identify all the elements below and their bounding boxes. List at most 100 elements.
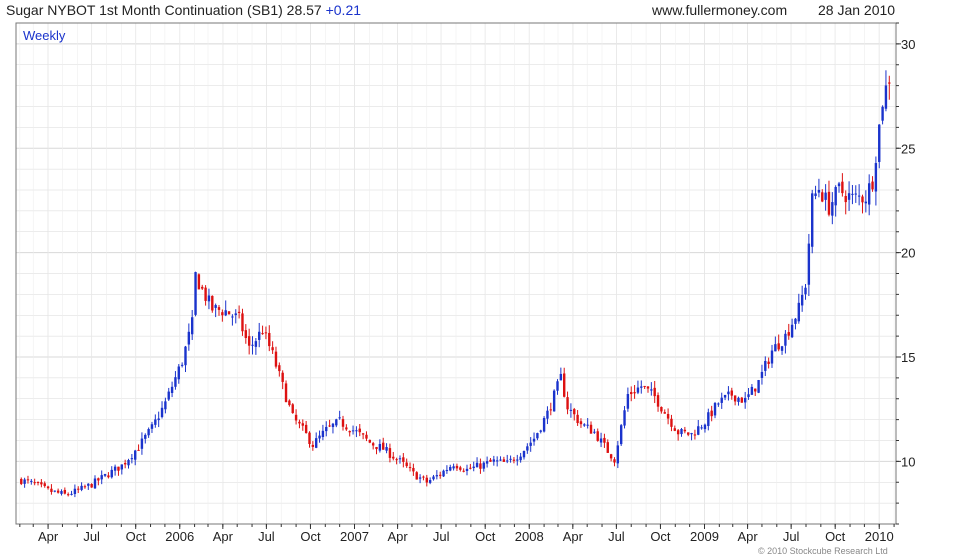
candle-up [526, 446, 529, 451]
candle-down [382, 442, 385, 450]
candle-up [747, 394, 750, 397]
candle-up [492, 459, 496, 462]
x-tick-label: Oct [650, 529, 671, 544]
candle-up [750, 386, 754, 395]
candle-down [687, 432, 690, 435]
candle-up [160, 407, 164, 418]
candle-up [713, 403, 717, 416]
candle-up [867, 183, 871, 205]
candle-down [787, 332, 790, 336]
candle-down [40, 482, 43, 485]
candle-up [847, 193, 851, 200]
candle-down [459, 467, 462, 470]
candle-down [653, 387, 656, 397]
candle-up [231, 316, 234, 318]
candle-down [204, 287, 207, 301]
candle-down [308, 432, 311, 444]
candle-up [552, 390, 556, 412]
candle-up [807, 243, 811, 285]
candle-down [284, 383, 288, 403]
candle-up [80, 485, 83, 490]
candle-down [549, 409, 552, 411]
candle-up [623, 410, 626, 426]
candle-up [516, 459, 519, 461]
candle-down [197, 274, 201, 290]
candle-up [140, 438, 144, 449]
candle-up [144, 434, 147, 439]
candle-up [351, 430, 355, 432]
candle-up [130, 458, 134, 460]
candle-up [254, 341, 258, 347]
candle-up [837, 183, 841, 187]
candle-up [626, 394, 630, 409]
candle-up [187, 331, 191, 345]
candle-up [546, 410, 549, 419]
x-tick-label: 2009 [690, 529, 719, 544]
candle-up [804, 287, 807, 295]
candle-up [432, 476, 435, 480]
candle-up [103, 473, 107, 476]
candle-down [402, 457, 405, 462]
candle-up [522, 450, 526, 458]
candle-up [100, 475, 103, 480]
candle-down [358, 428, 361, 433]
candle-up [207, 295, 211, 302]
candle-down [90, 483, 93, 488]
candle-up [177, 366, 180, 380]
x-tick-label: 2006 [165, 529, 194, 544]
candle-down [502, 459, 506, 462]
candle-up [338, 417, 341, 419]
candle-up [251, 344, 254, 346]
candle-up [214, 305, 217, 308]
candle-down [274, 351, 278, 367]
y-tick-label: 10 [901, 454, 915, 469]
price-change: +0.21 [325, 2, 362, 18]
candle-down [693, 434, 697, 436]
candle-up [174, 377, 177, 387]
candle-down [439, 474, 442, 476]
candle-up [857, 195, 861, 197]
candle-up [800, 294, 804, 306]
candle-down [271, 347, 274, 351]
candle-down [201, 286, 204, 289]
candle-down [609, 454, 613, 459]
candle-down [311, 444, 315, 447]
candle-up [154, 419, 157, 425]
candle-down [375, 446, 378, 450]
candle-down [408, 467, 412, 469]
candle-down [676, 430, 680, 435]
candle-down [361, 433, 365, 435]
x-tick-label: Oct [475, 529, 496, 544]
candle-down [301, 423, 304, 426]
candle-up [506, 460, 509, 462]
candle-up [593, 431, 596, 433]
candle-up [569, 409, 573, 411]
candle-up [190, 317, 194, 335]
candle-up [499, 459, 502, 461]
candle-down [630, 392, 633, 395]
candle-up [707, 412, 710, 426]
candle-down [291, 404, 294, 414]
candle-up [529, 442, 532, 446]
candle-up [690, 433, 693, 435]
candle-down [123, 462, 127, 465]
candle-down [871, 181, 874, 190]
candle-down [388, 448, 392, 458]
y-axis: 10 15 20 25 30 [896, 22, 915, 525]
candle-up [127, 460, 130, 466]
candle-up [881, 106, 884, 121]
candle-down [97, 478, 100, 481]
candle-up [378, 443, 382, 451]
candle-down [643, 385, 646, 387]
candle-down [861, 196, 864, 203]
candle-up [831, 202, 834, 216]
x-tick-label: Oct [300, 529, 321, 544]
candle-down [66, 494, 70, 496]
candle-up [93, 478, 97, 489]
x-tick-label: Jul [608, 529, 625, 544]
candle-up [851, 193, 854, 195]
candle-up [184, 346, 187, 366]
candle-up [318, 435, 321, 439]
source-site: www.fullermoney.com [652, 2, 788, 18]
candle-down [405, 462, 408, 467]
